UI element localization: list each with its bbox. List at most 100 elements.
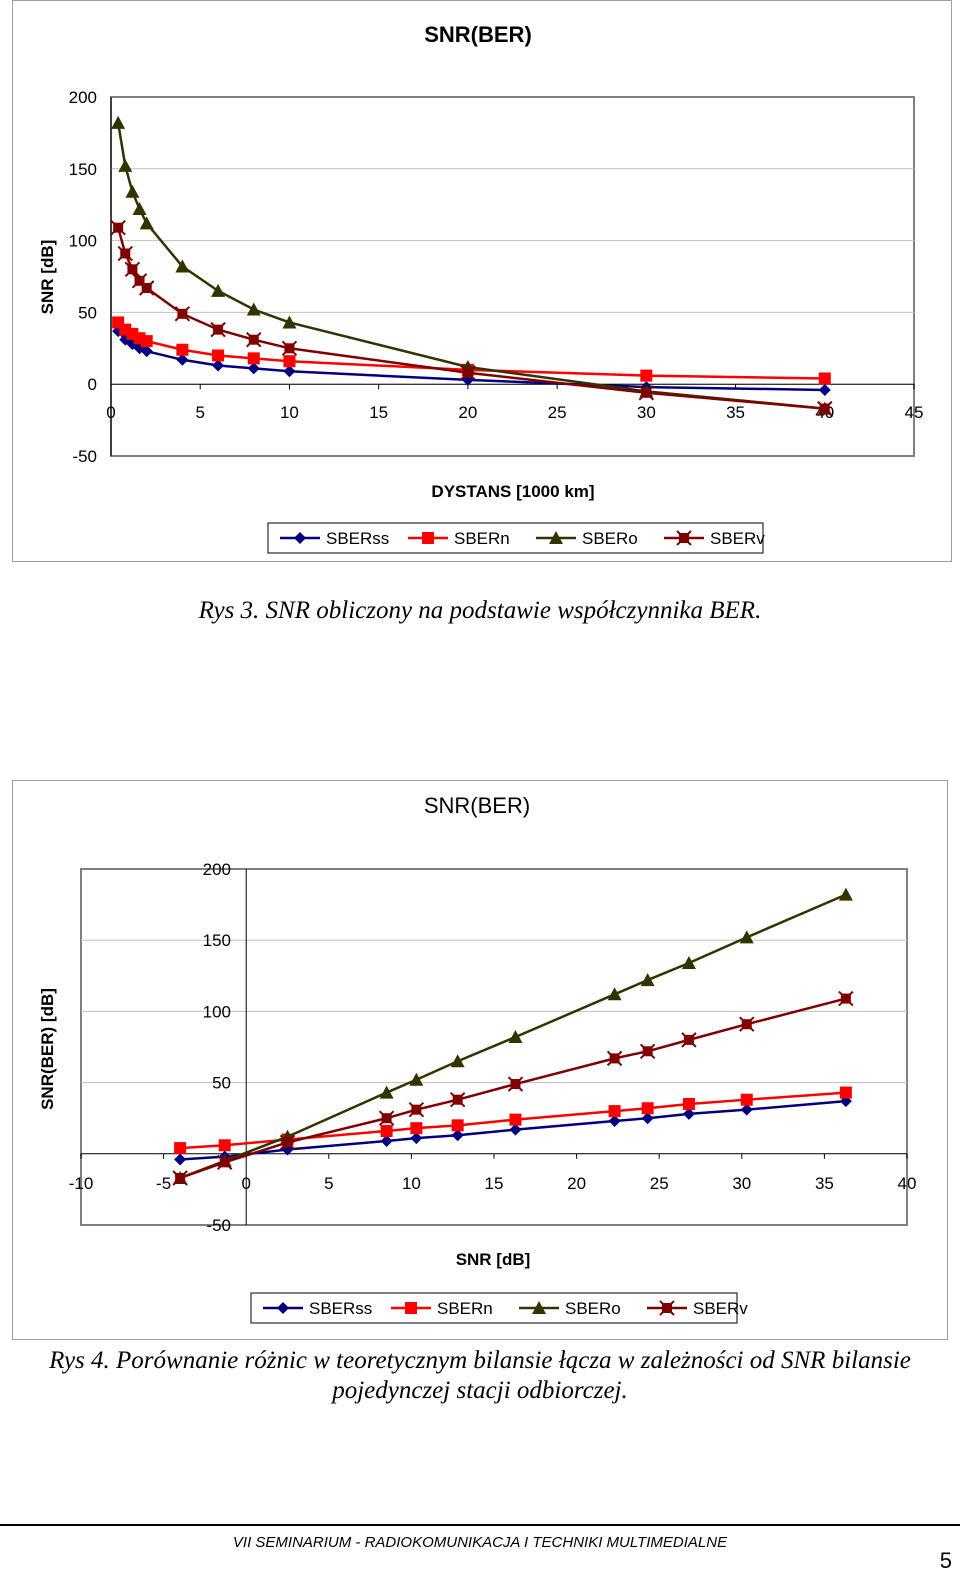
x-tick-label: -5	[156, 1174, 171, 1193]
data-point	[681, 1032, 697, 1048]
x-tick-label: 35	[726, 403, 745, 422]
legend: SBERss SBERn SBERo SBERv	[267, 522, 765, 554]
x-tick-label: 30	[637, 403, 656, 422]
data-point	[378, 1110, 395, 1126]
data-point	[838, 990, 854, 1007]
data-point	[740, 1103, 753, 1116]
page-number: 5	[939, 1548, 952, 1573]
x-tick-label: 10	[280, 403, 299, 422]
x-tick-label: 20	[567, 1174, 586, 1193]
data-point	[508, 1030, 523, 1044]
x-tick-label: 5	[324, 1174, 333, 1193]
data-point	[507, 1076, 524, 1092]
data-point	[172, 1170, 188, 1186]
y-tick-label: 100	[69, 232, 97, 251]
data-point	[641, 1102, 654, 1115]
data-point	[117, 245, 133, 262]
legend-item: SBERv	[647, 1299, 748, 1318]
data-point	[606, 1050, 623, 1067]
data-point	[682, 1107, 695, 1120]
x-tick-label: 45	[905, 403, 924, 422]
data-point	[246, 331, 262, 348]
x-tick-label: 10	[402, 1174, 421, 1193]
chart-1-frame: -50050100150200051015202530354045SNR(BER…	[12, 0, 952, 562]
data-point	[380, 1125, 393, 1138]
legend-item: SBERss	[263, 1299, 372, 1318]
series-SBERss	[112, 325, 831, 396]
chart-2-frame: -50 50 100 150 200 -10 -5 0 5 10 15 20 25 30 35 40 SNR(B…	[12, 780, 948, 1340]
data-point	[133, 342, 146, 355]
data-point	[739, 1016, 755, 1032]
chart-1-svg: -50050100150200051015202530354045SNR(BER…	[38, 22, 924, 554]
data-point	[174, 1142, 187, 1155]
y-tick-label: 50	[78, 303, 97, 322]
y-tick-label: -50	[206, 1216, 231, 1235]
x-tick-label: 20	[458, 403, 477, 422]
x-tick-label: 5	[195, 403, 204, 422]
data-point	[379, 1085, 394, 1099]
data-point	[176, 353, 189, 366]
legend-item: SBERn	[408, 529, 510, 548]
data-point	[681, 955, 696, 969]
legend-label: SBERv	[710, 529, 765, 548]
y-tick-label: 50	[212, 1074, 231, 1093]
data-point	[608, 1115, 621, 1128]
data-point	[175, 259, 190, 273]
data-point	[640, 369, 653, 382]
data-point	[176, 343, 189, 356]
data-point	[247, 352, 260, 365]
data-point	[279, 1134, 296, 1151]
data-point	[838, 887, 853, 901]
y-tick-label: 150	[203, 931, 231, 950]
legend-label: SBERss	[326, 529, 389, 548]
data-point	[140, 335, 153, 348]
data-point	[282, 315, 297, 329]
y-tick-label: 150	[69, 160, 97, 179]
x-tick-label: 40	[898, 1174, 917, 1193]
legend-item: SBERo	[536, 529, 638, 548]
data-point	[509, 1123, 522, 1136]
footer-rule	[0, 1524, 960, 1526]
data-point	[450, 1054, 465, 1068]
x-tick-label: -10	[69, 1174, 94, 1193]
series-SBERv	[110, 219, 833, 417]
data-point	[640, 973, 655, 987]
x-tick-label: 15	[485, 1174, 504, 1193]
series-SBERv	[172, 990, 854, 1186]
footer-seminar-text: VII SEMINARIUM - RADIOKOMUNIKACJA I TECH…	[232, 1534, 728, 1551]
x-tick-label: 35	[815, 1174, 834, 1193]
data-point	[451, 1129, 464, 1142]
legend-marker	[659, 1300, 675, 1316]
data-point	[641, 1112, 654, 1125]
data-point	[132, 202, 147, 216]
legend: SBERss SBERn SBERo SBERv	[250, 1292, 748, 1324]
data-point	[118, 158, 133, 172]
chart-title: SNR(BER)	[424, 22, 532, 47]
data-point	[818, 372, 831, 385]
data-point	[638, 385, 655, 401]
x-tick-label: 15	[369, 403, 388, 422]
data-point	[408, 1101, 425, 1118]
legend-label: SBERn	[437, 1299, 493, 1318]
data-point	[839, 1086, 852, 1099]
series-line	[180, 1099, 846, 1161]
legend-label: SBERv	[693, 1299, 748, 1318]
data-point	[217, 1154, 233, 1171]
figure-3-caption: Rys 3. SNR obliczony na podstawie współc…	[198, 597, 762, 624]
data-point	[218, 1139, 231, 1152]
y-axis-title: SNR [dB]	[38, 240, 57, 315]
data-point	[451, 1119, 464, 1132]
legend-marker	[532, 1301, 546, 1314]
data-point	[817, 400, 833, 417]
series-line	[179, 997, 847, 1180]
data-point	[174, 306, 191, 322]
x-tick-label: 30	[732, 1174, 751, 1193]
data-point	[682, 1097, 695, 1110]
legend-item: SBERss	[280, 529, 389, 548]
data-point	[410, 1122, 423, 1135]
legend-label: SBERo	[582, 529, 638, 548]
data-point	[110, 219, 126, 236]
y-tick-label: 0	[88, 375, 97, 394]
x-axis-title: DYSTANS [1000 km]	[431, 482, 594, 501]
data-point	[125, 184, 140, 198]
